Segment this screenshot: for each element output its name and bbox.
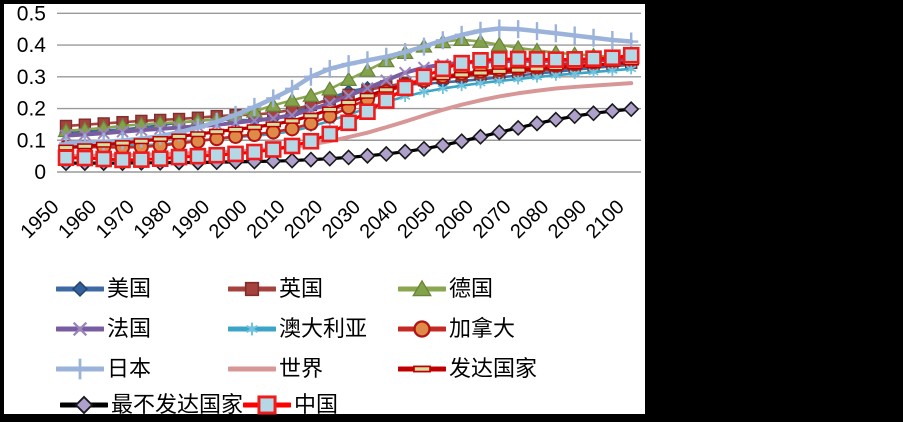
legend-marker-uk (226, 278, 278, 300)
legend-marker-usa (54, 278, 106, 300)
legend-marker-developed (396, 358, 448, 380)
legend-item-least-developed: 最不发达国家 (58, 392, 244, 417)
legend-item-canada: 加拿大 (396, 316, 516, 341)
legend-label-usa: 美国 (107, 276, 152, 301)
legend-label-world: 世界 (279, 356, 324, 381)
legend-marker-world (226, 358, 278, 380)
y-tick-label: 0.5 (17, 2, 46, 25)
legend-item-world: 世界 (226, 356, 324, 381)
legend-item-germany: 德国 (396, 276, 494, 301)
legend-label-japan: 日本 (107, 356, 152, 381)
legend-marker-least-developed (58, 394, 110, 416)
legend-marker-china (241, 394, 293, 416)
legend-item-japan: 日本 (54, 356, 152, 381)
y-tick-label: 0.4 (17, 34, 47, 57)
legend-item-france: 法国 (54, 316, 152, 341)
y-tick-label: 0.3 (17, 66, 46, 89)
legend-marker-canada (396, 318, 448, 340)
legend-item-australia: 澳大利亚 (226, 316, 368, 341)
legend-label-least-developed: 最不发达国家 (111, 392, 244, 417)
legend-label-canada: 加拿大 (449, 316, 516, 341)
legend-label-developed: 发达国家 (449, 356, 538, 381)
legend-item-china: 中国 (241, 392, 339, 417)
legend-marker-france (54, 318, 106, 340)
legend-label-france: 法国 (107, 316, 152, 341)
legend-marker-australia (226, 318, 278, 340)
legend-marker-germany (396, 278, 448, 300)
y-tick-label: 0.2 (17, 98, 46, 121)
y-tick-label: 0 (34, 161, 46, 184)
legend-marker-japan (54, 358, 106, 380)
legend-label-germany: 德国 (449, 276, 494, 301)
legend-label-australia: 澳大利亚 (279, 316, 368, 341)
legend-label-uk: 英国 (279, 276, 324, 301)
legend-item-usa: 美国 (54, 276, 152, 301)
y-tick-label: 0.1 (17, 129, 46, 152)
series-china (57, 46, 640, 169)
legend-item-uk: 英国 (226, 276, 324, 301)
legend-item-developed: 发达国家 (396, 356, 538, 381)
legend-label-china: 中国 (294, 392, 339, 417)
y-axis-labels: 0 0.1 0.2 0.3 0.4 0.5 (17, 2, 47, 184)
